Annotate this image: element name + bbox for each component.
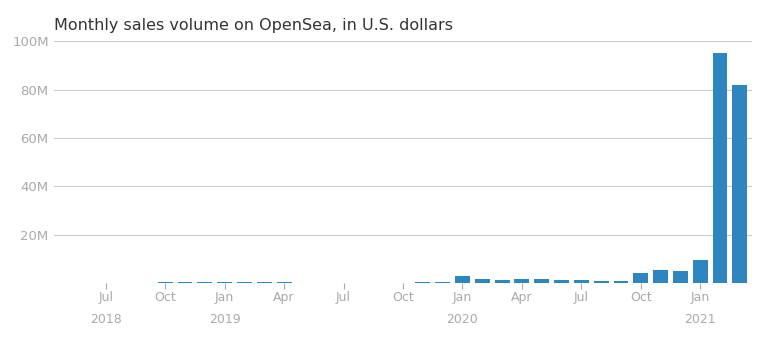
Bar — [494, 280, 509, 283]
Bar — [515, 278, 529, 283]
Bar — [673, 271, 688, 283]
Text: 2019: 2019 — [208, 314, 240, 326]
Text: 2018: 2018 — [90, 314, 122, 326]
Bar — [594, 281, 608, 283]
Bar — [713, 53, 728, 283]
Bar — [237, 282, 252, 283]
Text: Monthly sales volume on OpenSea, in U.S. dollars: Monthly sales volume on OpenSea, in U.S.… — [54, 18, 453, 33]
Bar — [614, 281, 629, 283]
Bar — [653, 270, 668, 283]
Bar — [554, 280, 569, 283]
Bar — [455, 276, 470, 283]
Bar — [693, 260, 708, 283]
Text: 2021: 2021 — [684, 314, 716, 326]
Bar — [198, 282, 212, 283]
Bar — [534, 279, 549, 283]
Bar — [217, 282, 232, 283]
Bar — [475, 279, 490, 283]
Text: 2020: 2020 — [446, 314, 478, 326]
Bar — [633, 273, 648, 283]
Bar — [574, 280, 589, 283]
Bar — [732, 85, 747, 283]
